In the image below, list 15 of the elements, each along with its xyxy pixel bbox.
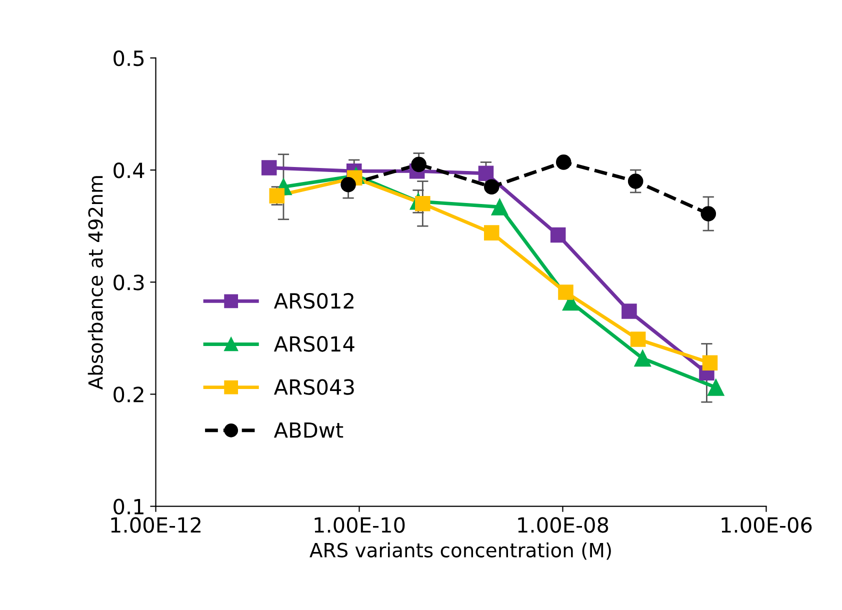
y-tick-label: 0.3 xyxy=(114,274,144,290)
legend-label: ARS012 xyxy=(274,292,354,309)
x-tick-label: 1.00E-06 xyxy=(722,517,812,533)
x-tick-label: 1.00E-08 xyxy=(518,517,608,533)
legend-label: ABDwt xyxy=(274,422,344,438)
y-tick-label: 0.2 xyxy=(114,386,144,402)
x-tick-label: 1.00E-12 xyxy=(111,517,200,533)
legend-label: ARS043 xyxy=(274,379,354,395)
y-axis-title: Absorbance at 492nm xyxy=(88,176,103,390)
y-tick-label: 0.4 xyxy=(114,162,144,178)
x-axis-title: ARS variants concentration (M) xyxy=(310,542,611,560)
y-tick-label: 0.1 xyxy=(114,498,144,515)
legend-label: ARS014 xyxy=(274,336,354,352)
y-tick-label: 0.5 xyxy=(114,50,144,66)
x-tick-label: 1.00E-10 xyxy=(314,517,405,533)
